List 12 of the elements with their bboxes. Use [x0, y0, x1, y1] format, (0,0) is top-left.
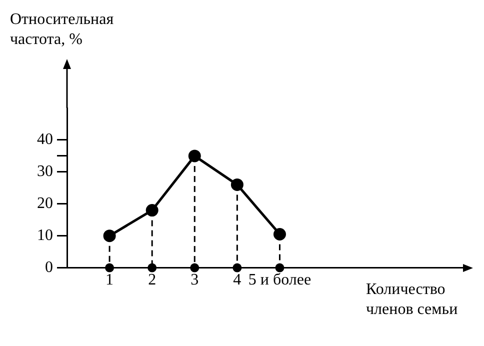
y-tick-label: 40	[37, 131, 53, 148]
x-tick-label: 3	[190, 272, 199, 289]
x-tick-label: 5 и более	[248, 272, 312, 289]
x-tick-label: 4	[233, 272, 242, 289]
x-axis-title: Количество членов семьи	[366, 281, 458, 318]
x-tick-label: 2	[148, 272, 156, 289]
y-tick-label: 10	[37, 227, 53, 244]
y-tick-label: 0	[45, 259, 53, 276]
x-tick-label: 1	[106, 272, 114, 289]
y-tick-label: 30	[37, 163, 53, 180]
y-axis-title: Относительная частота, %	[10, 11, 114, 48]
y-tick-label: 20	[37, 195, 53, 212]
